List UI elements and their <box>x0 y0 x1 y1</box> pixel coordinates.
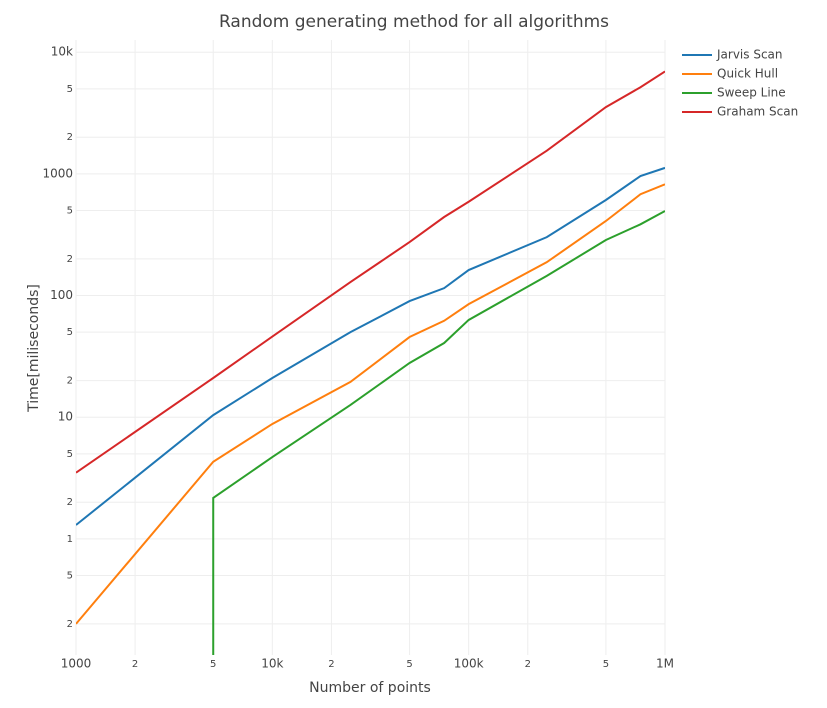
x-tick-label: 2 <box>525 659 531 670</box>
series-line <box>76 70 665 474</box>
y-tick-label: 100 <box>50 288 73 302</box>
y-tick-label: 5 <box>67 327 73 338</box>
y-tick-label: 5 <box>67 449 73 460</box>
y-tick-label: 2 <box>67 376 73 387</box>
x-tick-label: 1M <box>656 657 674 671</box>
x-axis-label: Number of points <box>309 680 431 696</box>
y-tick-label: 5 <box>67 570 73 581</box>
y-axis-label: Time[miliseconds] <box>26 284 42 413</box>
x-tick-label: 100k <box>454 657 484 671</box>
series-line <box>76 183 665 625</box>
x-tick-label: 1000 <box>61 657 92 671</box>
x-tick-label: 2 <box>328 659 334 670</box>
grid <box>75 40 666 655</box>
chart-title: Random generating method for all algorit… <box>219 12 609 32</box>
x-tick-label: 5 <box>210 659 216 670</box>
legend-label: Sweep Line <box>717 86 786 100</box>
series-line <box>212 210 665 655</box>
y-tick-label: 1 <box>67 534 73 545</box>
series-line <box>76 166 665 526</box>
y-tick-label: 2 <box>67 619 73 630</box>
y-tick-label: 10k <box>51 45 73 59</box>
plot-area <box>76 70 665 655</box>
x-tick-label: 5 <box>603 659 609 670</box>
x-tick-label: 10k <box>261 657 283 671</box>
y-tick-label: 10 <box>58 410 73 424</box>
legend-label: Graham Scan <box>717 105 798 119</box>
y-tick-label: 2 <box>67 254 73 265</box>
legend-label: Quick Hull <box>717 67 778 81</box>
y-tick-label: 2 <box>67 132 73 143</box>
y-tick-label: 5 <box>67 84 73 95</box>
y-tick-label: 2 <box>67 497 73 508</box>
y-tick-label: 1000 <box>42 166 73 180</box>
legend-label: Jarvis Scan <box>716 48 783 62</box>
x-tick-label: 5 <box>406 659 412 670</box>
x-tick-label: 2 <box>132 659 138 670</box>
y-tick-label: 5 <box>67 205 73 216</box>
